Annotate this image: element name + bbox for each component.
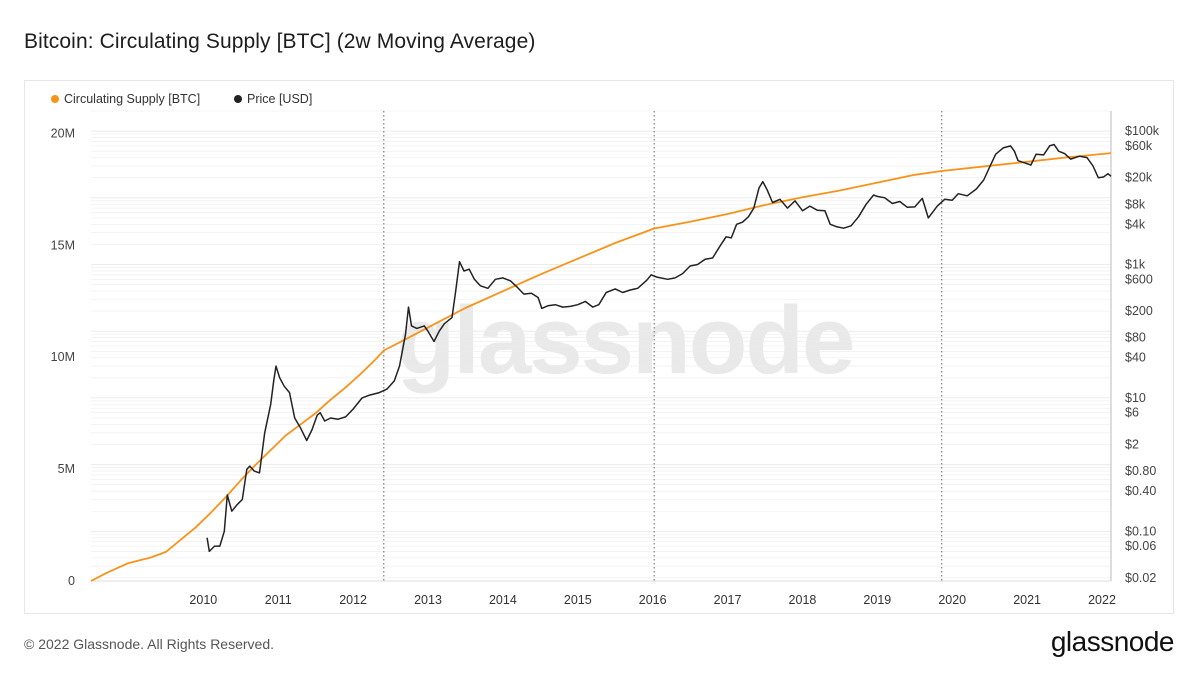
y-right-tick-label: $100k (1125, 124, 1160, 138)
legend-marker (51, 95, 59, 103)
y-left-tick-label: 5M (58, 462, 75, 476)
y-right-tick-label: $8k (1125, 197, 1146, 211)
x-tick-label: 2021 (1013, 593, 1041, 607)
supply-series-line (90, 152, 1112, 582)
chart-frame: glassnode 0 5M 10M 15M 20M $0.02 $0.06 $0.10 $0.… (24, 80, 1174, 614)
x-tick-label: 2010 (189, 593, 217, 607)
y-right-tick-label: $0.02 (1125, 571, 1156, 585)
x-tick-label: 2016 (639, 593, 667, 607)
copyright-text: © 2022 Glassnode. All Rights Reserved. (24, 636, 275, 652)
y-right-tick-label: $0.06 (1125, 539, 1156, 553)
x-tick-label: 2014 (489, 593, 517, 607)
legend: Circulating Supply [BTC] Price [USD] (51, 92, 312, 106)
axis-labels: 0 5M 10M 15M 20M $0.02 $0.06$0.10 $0.40 $0.80 $2 $… (51, 124, 1160, 607)
brand-logo: glassnode (1050, 626, 1175, 657)
y-right-tick-label: $0.40 (1125, 484, 1156, 498)
y-left-tick-label: 15M (51, 238, 75, 252)
y-left-tick-label: 0 (68, 574, 75, 588)
y-right-tick-label: $6 (1125, 406, 1139, 420)
y-right-tick-label: $80 (1125, 331, 1146, 345)
x-tick-label: 2015 (564, 593, 592, 607)
y-right-tick-label: $20k (1125, 171, 1153, 185)
x-tick-label: 2019 (863, 593, 891, 607)
x-tick-label: 2022 (1088, 593, 1116, 607)
y-right-tick-label: $4k (1125, 217, 1146, 231)
y-right-tick-label: $2 (1125, 438, 1139, 452)
x-tick-label: 2012 (339, 593, 367, 607)
price-series-line (206, 143, 1112, 553)
chart-svg: glassnode 05M10M15M20M$0.02$0.06$0.10$0.… (51, 92, 1160, 607)
y-right-tick-label: $40 (1125, 351, 1146, 365)
y-right-tick-label: $200 (1125, 304, 1153, 318)
x-tick-label: 2013 (414, 593, 442, 607)
y-right-tick-label: $10 (1125, 391, 1146, 405)
page-title: Bitcoin: Circulating Supply [BTC] (2w Mo… (24, 30, 536, 53)
x-tick-label: 2011 (265, 593, 292, 607)
gridlines (91, 110, 1112, 582)
x-tick-label: 2018 (789, 593, 817, 607)
series-layer (90, 143, 1112, 582)
x-tick-label: 2020 (938, 593, 966, 607)
x-tick-label: 2017 (714, 593, 742, 607)
y-right-tick-label: $600 (1125, 272, 1153, 286)
legend-entry[interactable]: Price [USD] (247, 92, 312, 106)
y-left-tick-label: 10M (51, 350, 75, 364)
y-right-tick-label: $1k (1125, 257, 1146, 271)
y-right-tick-label: $0.10 (1125, 524, 1156, 538)
y-right-tick-label: $60k (1125, 139, 1153, 153)
legend-entry[interactable]: Circulating Supply [BTC] (64, 92, 200, 106)
y-right-tick-label: $0.80 (1125, 464, 1156, 478)
legend-marker (234, 95, 242, 103)
y-left-tick-label: 20M (51, 126, 75, 140)
